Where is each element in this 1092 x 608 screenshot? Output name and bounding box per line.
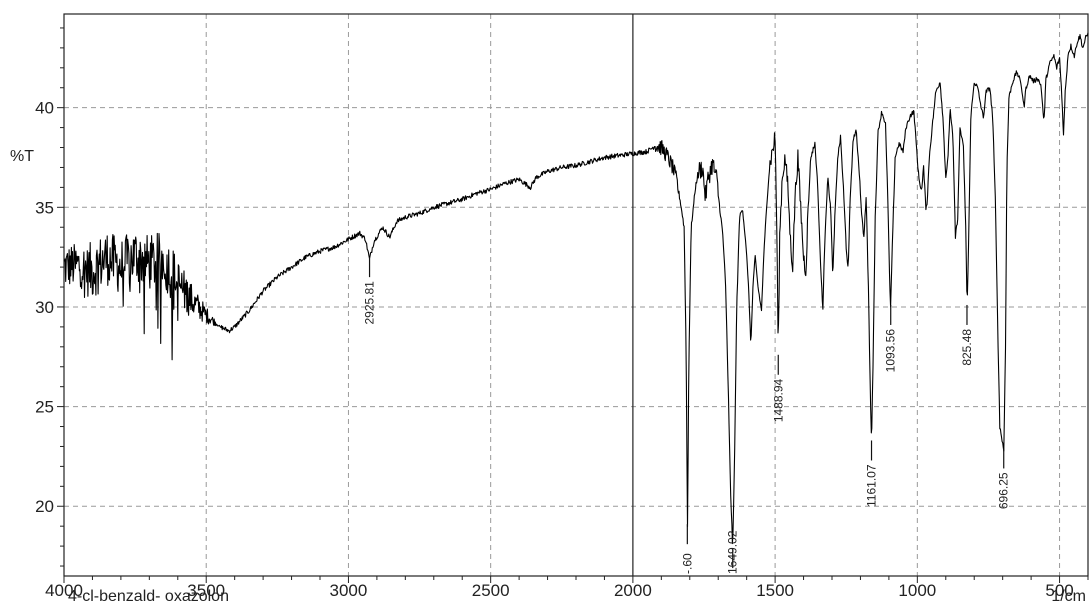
y-axis-label: %T — [10, 148, 34, 165]
x-tick-label-1500: 1500 — [756, 581, 794, 600]
x-tick-label-2000: 2000 — [614, 581, 652, 600]
peak-label-1488.94: 1488.94 — [771, 378, 785, 422]
y-tick-label-25: 25 — [35, 398, 54, 417]
x-tick-label-3500: 3500 — [187, 581, 225, 600]
sample-label: 4-cl-benzald- oxazolon — [68, 588, 229, 605]
peak-label-2925.81: 2925.81 — [363, 281, 377, 325]
x-tick-label-3000: 3000 — [330, 581, 368, 600]
y-tick-label-35: 35 — [35, 198, 54, 217]
plot-frame — [63, 13, 1089, 577]
x-axis-unit: 1/cm — [1051, 588, 1086, 605]
y-tick-label-40: 40 — [35, 99, 54, 118]
peak-label-1649.02: 1649.02 — [726, 530, 740, 574]
x-tick-label-4000: 4000 — [45, 581, 83, 600]
x-tick-label-2500: 2500 — [472, 581, 510, 600]
x-tick-label-500: 500 — [1045, 581, 1073, 600]
y-tick-label-20: 20 — [35, 497, 54, 516]
peak-label--.60: -.60 — [680, 553, 694, 574]
x-tick-label-1000: 1000 — [898, 581, 936, 600]
peak-label-825.48: 825.48 — [960, 329, 974, 366]
spectrum-line — [63, 32, 1089, 545]
axis-ticks — [57, 27, 1089, 583]
peak-label-1161.07: 1161.07 — [865, 464, 879, 507]
peak-label-696.25: 696.25 — [997, 472, 1011, 509]
y-tick-label-30: 30 — [35, 298, 54, 317]
peak-label-1093.56: 1093.56 — [884, 329, 898, 373]
peak-annotations: 2925.81 -.60 1649.02 1488.94 1161.07 1093.56 8… — [363, 257, 1011, 574]
spectrum-series — [63, 32, 1089, 545]
grid-lines — [64, 14, 1088, 576]
tick-labels: 4000 3500 3000 2500 2000 1500 1000 500 20 25 30 35 4… — [35, 99, 1074, 600]
